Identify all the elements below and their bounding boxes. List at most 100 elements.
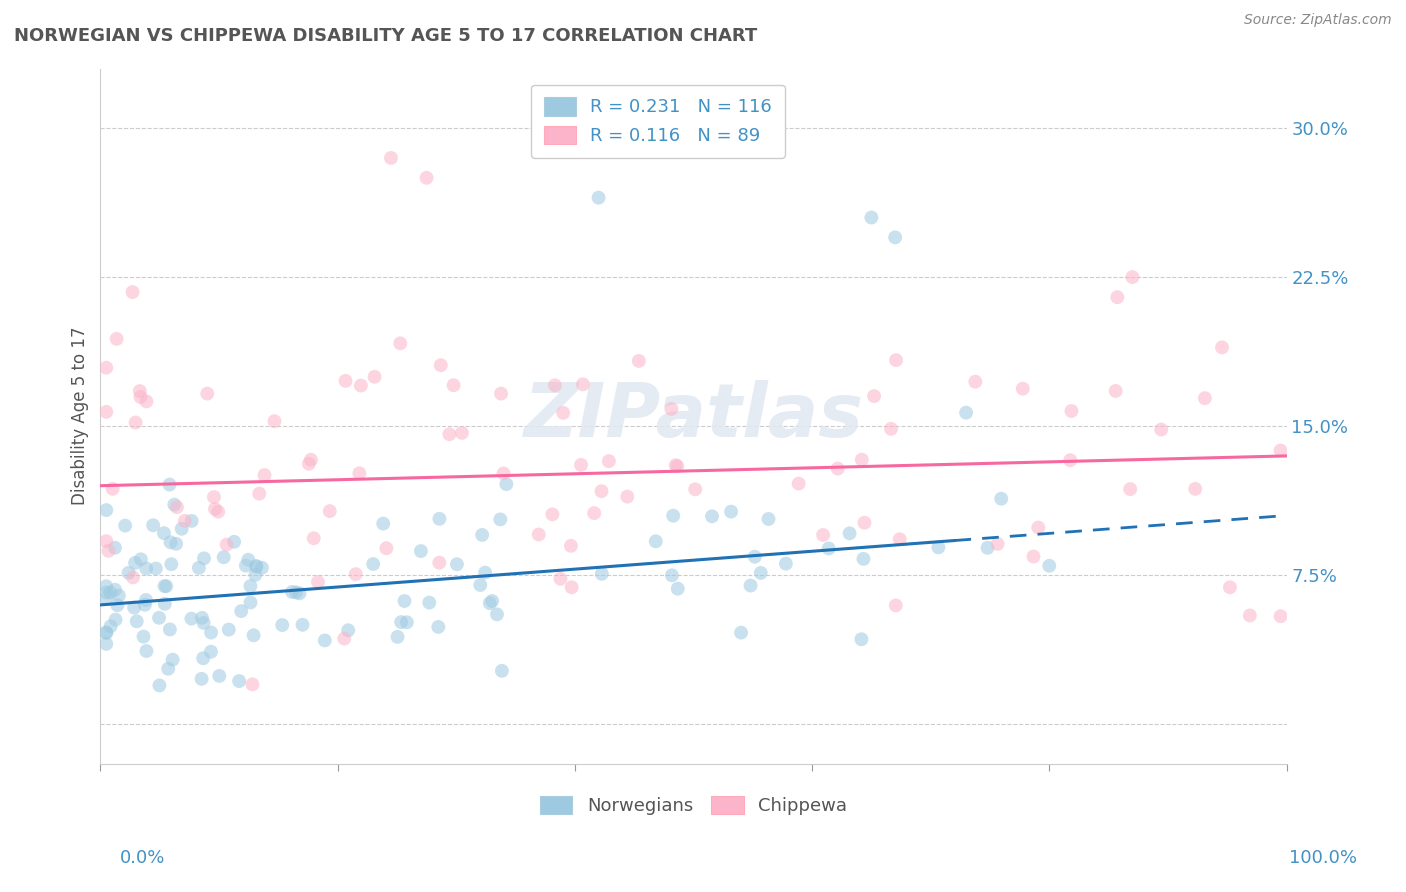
Point — [591, 484, 613, 499]
Point — [299, 452, 322, 467]
Point — [96, 579, 118, 593]
Point — [749, 566, 772, 580]
Point — [96, 360, 118, 375]
Point — [427, 556, 450, 570]
Point — [598, 454, 620, 468]
Point — [166, 500, 188, 515]
Point — [409, 544, 432, 558]
Point — [128, 384, 150, 398]
Point — [740, 578, 762, 592]
Point — [245, 568, 267, 582]
Point — [153, 597, 176, 611]
Point — [207, 505, 229, 519]
Point — [662, 508, 685, 523]
Point — [134, 598, 156, 612]
Point — [224, 534, 246, 549]
Point — [96, 405, 118, 419]
Point — [1104, 384, 1126, 398]
Point — [153, 579, 176, 593]
Point — [439, 427, 461, 442]
Point — [863, 389, 886, 403]
Point — [96, 637, 118, 651]
Point — [148, 611, 170, 625]
Point — [231, 604, 253, 618]
Point — [242, 628, 264, 642]
Point — [817, 541, 839, 556]
Point — [100, 585, 122, 599]
Y-axis label: Disability Age 5 to 17: Disability Age 5 to 17 — [72, 327, 89, 506]
Point — [285, 585, 308, 599]
Point — [117, 566, 139, 580]
Point — [159, 623, 181, 637]
Point — [1022, 549, 1045, 564]
Point — [387, 630, 409, 644]
Point — [307, 574, 329, 589]
Point — [187, 561, 209, 575]
Point — [135, 394, 157, 409]
Point — [990, 491, 1012, 506]
Point — [588, 191, 610, 205]
Point — [627, 354, 650, 368]
Point — [955, 406, 977, 420]
Point — [987, 537, 1010, 551]
Point — [927, 541, 949, 555]
Point — [245, 559, 267, 574]
Point — [238, 553, 260, 567]
Point — [121, 285, 143, 299]
Point — [104, 613, 127, 627]
Point — [218, 623, 240, 637]
Point — [572, 377, 595, 392]
Point — [159, 477, 181, 491]
Point — [96, 591, 118, 606]
Point — [811, 528, 834, 542]
Point — [527, 527, 550, 541]
Point — [142, 518, 165, 533]
Text: 0.0%: 0.0% — [120, 849, 165, 867]
Point — [195, 386, 218, 401]
Point — [281, 585, 304, 599]
Point — [544, 378, 567, 392]
Point — [160, 558, 183, 572]
Point — [730, 625, 752, 640]
Point — [350, 378, 373, 392]
Text: ZIPatlas: ZIPatlas — [523, 380, 863, 452]
Point — [96, 585, 118, 599]
Point — [165, 537, 187, 551]
Point — [853, 516, 876, 530]
Point — [541, 508, 564, 522]
Point — [363, 369, 385, 384]
Point — [474, 566, 496, 580]
Point — [491, 664, 513, 678]
Point — [1184, 482, 1206, 496]
Point — [451, 425, 474, 440]
Point — [191, 611, 214, 625]
Point — [200, 645, 222, 659]
Point — [380, 151, 402, 165]
Point — [1194, 391, 1216, 405]
Point — [976, 541, 998, 555]
Point — [235, 558, 257, 573]
Point — [481, 594, 503, 608]
Point — [446, 558, 468, 572]
Point — [1211, 340, 1233, 354]
Point — [135, 644, 157, 658]
Point — [661, 568, 683, 582]
Point — [242, 677, 264, 691]
Point — [349, 467, 371, 481]
Point — [361, 557, 384, 571]
Point — [97, 544, 120, 558]
Point — [429, 512, 451, 526]
Point — [101, 482, 124, 496]
Point — [105, 332, 128, 346]
Point — [114, 518, 136, 533]
Point — [129, 552, 152, 566]
Point — [191, 651, 214, 665]
Legend: Norwegians, Chippewa: Norwegians, Chippewa — [531, 787, 856, 824]
Point — [1060, 404, 1083, 418]
Point — [443, 378, 465, 392]
Point — [271, 618, 294, 632]
Point — [212, 550, 235, 565]
Text: 100.0%: 100.0% — [1289, 849, 1357, 867]
Point — [683, 483, 706, 497]
Point — [838, 526, 860, 541]
